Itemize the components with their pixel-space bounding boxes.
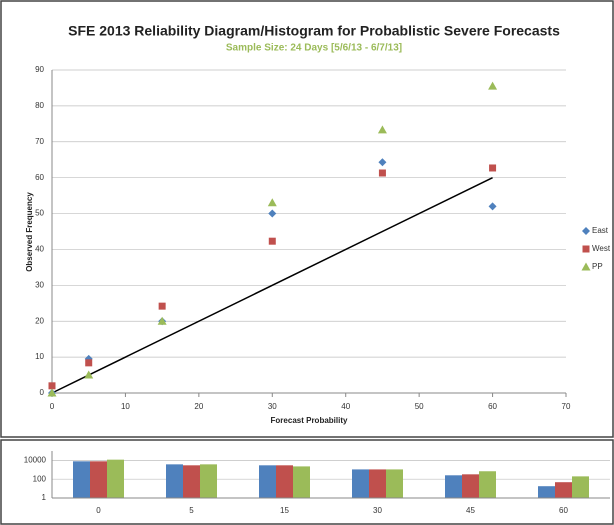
y-tick-label: 90 [35,65,44,74]
point [85,359,93,367]
y-tick-label: 60 [35,173,44,182]
x-axis-label: Forecast Probability [271,416,348,425]
bar [479,471,496,498]
bar [445,475,462,498]
legend-label: West [592,244,611,253]
bar [107,459,124,498]
point [47,388,57,397]
point [489,164,497,172]
y-axis-label: Observed Frequency [25,192,34,272]
y-tick-label: 40 [35,245,44,254]
bar [462,474,479,498]
bar [555,482,572,498]
x-tick-label: 10 [121,402,130,411]
chart-title: SFE 2013 Reliability Diagram/Histogram f… [68,23,560,39]
point [268,237,276,245]
x-tick-label: 0 [96,506,101,515]
y-tick-label: 10000 [24,456,47,465]
reference-line [51,176,493,394]
bar [538,486,555,498]
legend-label: East [592,226,609,235]
bar [73,461,90,498]
x-tick-label: 20 [194,402,203,411]
x-tick-label: 70 [562,402,571,411]
point [48,382,56,390]
point [157,316,167,325]
y-tick-label: 50 [35,209,44,218]
x-tick-label: 45 [466,506,475,515]
bar [369,469,386,498]
bar [90,461,107,498]
x-tick-label: 50 [415,402,424,411]
x-tick-label: 5 [189,506,194,515]
legend-swatch [582,245,590,253]
x-tick-label: 40 [341,402,350,411]
bar [386,469,403,498]
top-frame [0,0,614,438]
point [158,302,166,310]
y-tick-label: 80 [35,101,44,110]
point [488,202,497,211]
bar [166,464,183,498]
bar [183,465,200,498]
bar [352,469,369,498]
bar [572,476,589,498]
point [378,169,386,177]
x-tick-label: 15 [280,506,289,515]
bar [200,464,217,498]
point [84,370,94,379]
chart-subtitle: Sample Size: 24 Days [5/6/13 - 6/7/13] [226,43,402,54]
y-tick-label: 10 [35,352,44,361]
y-tick-label: 1 [42,493,47,502]
legend-label: PP [592,262,603,271]
y-tick-label: 100 [33,474,47,483]
point [267,198,277,207]
legend-swatch [581,262,591,271]
x-tick-label: 60 [559,506,568,515]
bar [276,465,293,498]
bar [293,466,310,498]
y-tick-label: 0 [40,388,45,397]
bar [259,465,276,498]
x-tick-label: 60 [488,402,497,411]
y-tick-label: 20 [35,316,44,325]
x-tick-label: 30 [268,402,277,411]
point [378,158,387,167]
point [268,209,277,218]
x-tick-label: 30 [373,506,382,515]
y-tick-label: 30 [35,280,44,289]
point [488,81,498,90]
y-tick-label: 70 [35,137,44,146]
legend-swatch [582,227,590,235]
x-tick-label: 0 [50,402,55,411]
point [377,125,387,134]
